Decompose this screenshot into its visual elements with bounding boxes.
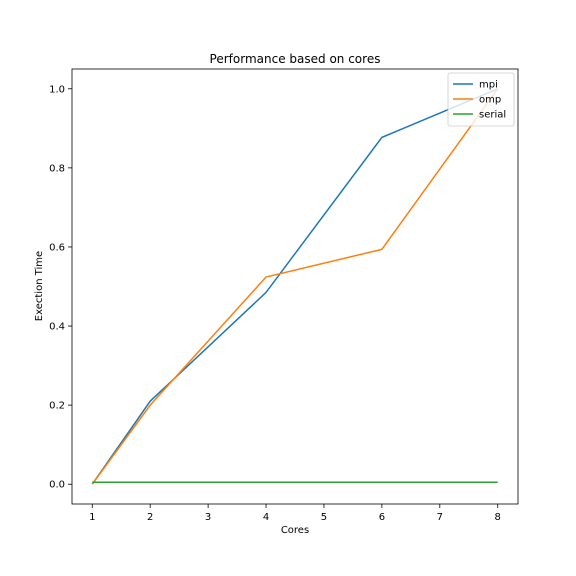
x-tick-label: 8 — [495, 512, 501, 523]
x-tick-label: 3 — [205, 512, 211, 523]
x-tick-label: 4 — [263, 512, 269, 523]
x-tick-label: 1 — [89, 512, 95, 523]
x-axis: 1 2 3 4 5 6 7 8 — [89, 504, 501, 523]
y-tick-label: 0.8 — [49, 163, 65, 174]
legend-label: omp — [479, 95, 501, 106]
plot-area — [71, 68, 519, 505]
x-tick-label: 7 — [437, 512, 443, 523]
y-axis-label: Exection Time — [34, 251, 45, 321]
legend-label: serial — [479, 110, 506, 121]
series-lines — [91, 88, 499, 485]
y-axis: 0.0 0.2 0.4 0.6 0.8 1.0 — [49, 84, 72, 491]
y-tick-label: 0.0 — [49, 480, 65, 491]
y-tick-label: 0.2 — [49, 401, 65, 412]
y-tick-label: 1.0 — [49, 84, 65, 95]
legend-label: mpi — [479, 80, 498, 91]
series-line-mpi — [91, 88, 499, 485]
x-tick-label: 6 — [379, 512, 385, 523]
legend-box — [447, 72, 515, 127]
series-line-omp — [91, 88, 499, 485]
x-tick-label: 5 — [321, 512, 327, 523]
x-tick-label: 2 — [147, 512, 153, 523]
axes-frame — [71, 68, 519, 505]
y-tick-label: 0.6 — [49, 242, 65, 253]
y-tick-label: 0.4 — [49, 322, 65, 333]
chart-title: Performance based on cores — [210, 52, 381, 66]
x-axis-label: Cores — [281, 525, 309, 536]
legend: mpi omp serial — [447, 72, 515, 127]
